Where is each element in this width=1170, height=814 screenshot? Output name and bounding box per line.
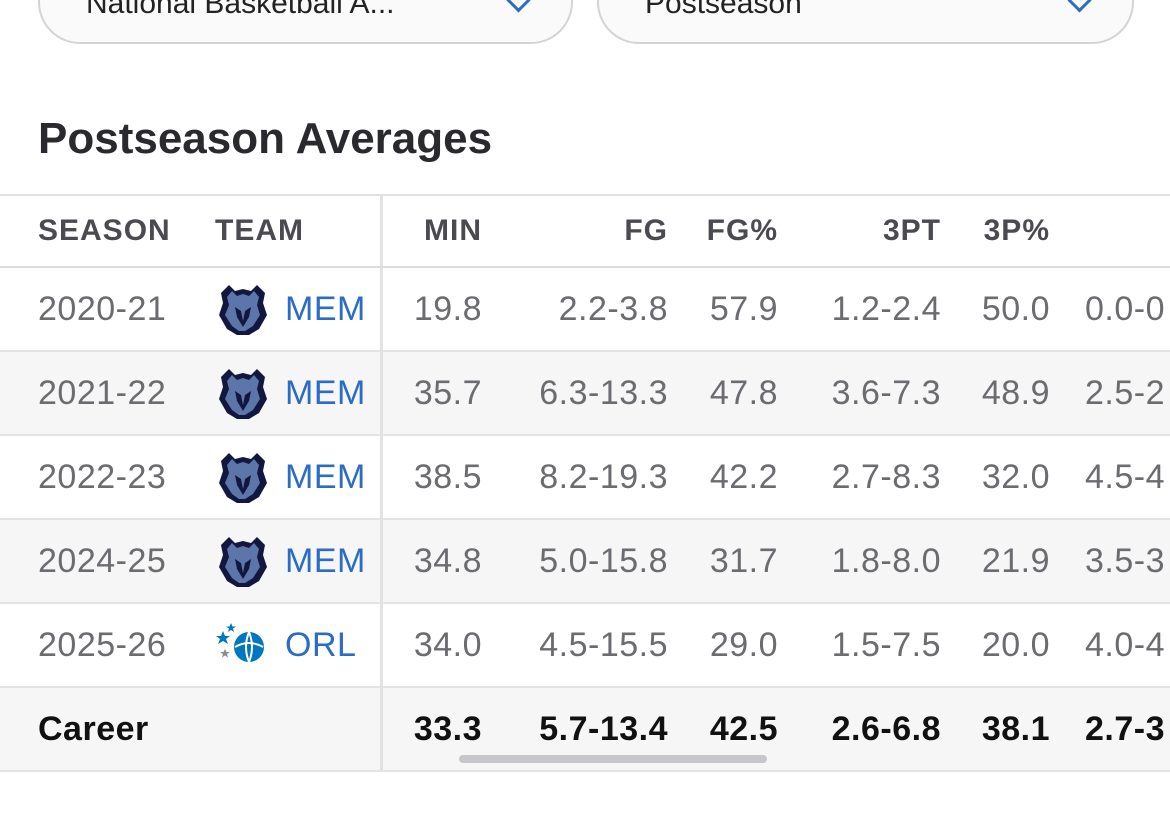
team-link[interactable]: ORL — [285, 625, 357, 664]
grizzlies-logo-icon — [219, 369, 267, 419]
fg-pct-cell: 47.8 — [709, 373, 778, 412]
stats-table: SEASON TEAM MIN FG FG% 3PT 3P% 2020-21 M… — [0, 194, 1170, 772]
career-row: Career 33.3 5.7-13.4 42.5 2.6-6.8 38.1 2… — [0, 688, 1170, 772]
3pt-cell: 3.6-7.3 — [831, 373, 941, 412]
fg-cell: 6.3-13.3 — [539, 373, 668, 412]
team-cell[interactable]: MEM — [215, 520, 366, 602]
career-fg: 5.7-13.4 — [539, 709, 668, 748]
min-cell: 35.7 — [413, 373, 482, 412]
3pt-cell: 1.8-8.0 — [831, 541, 941, 580]
grizzlies-logo-icon — [219, 537, 267, 587]
3p-pct-cell: 21.9 — [981, 541, 1050, 580]
header-3p-pct: 3P% — [983, 214, 1050, 247]
min-cell: 38.5 — [413, 457, 482, 496]
column-divider — [380, 268, 383, 350]
team-cell[interactable]: MEM — [215, 436, 366, 518]
column-divider — [380, 196, 383, 266]
header-min: MIN — [424, 214, 482, 247]
table-row: 2021-22 MEM 35.7 6.3-13.3 47.8 3.6-7.3 4… — [0, 352, 1170, 436]
table-header-row: SEASON TEAM MIN FG FG% 3PT 3P% — [0, 194, 1170, 268]
3p-pct-cell: 20.0 — [981, 625, 1050, 664]
3p-pct-cell: 48.9 — [981, 373, 1050, 412]
fg-cell: 2.2-3.8 — [558, 289, 668, 328]
team-link[interactable]: MEM — [285, 541, 366, 580]
table-row: 2022-23 MEM 38.5 8.2-19.3 42.2 2.7-8.3 3… — [0, 436, 1170, 520]
column-divider — [380, 352, 383, 434]
fg-cell: 4.5-15.5 — [539, 625, 668, 664]
magic-logo-icon — [216, 623, 264, 663]
fg-pct-cell: 42.2 — [709, 457, 778, 496]
season-cell: 2022-23 — [38, 457, 167, 496]
career-fg-pct: 42.5 — [709, 709, 778, 748]
ft-cell: 4.0-4 — [1085, 625, 1165, 664]
chevron-down-icon — [506, 0, 531, 13]
column-divider — [380, 520, 383, 602]
fg-pct-cell: 29.0 — [709, 625, 778, 664]
header-fg: FG — [624, 214, 668, 247]
career-3p-pct: 38.1 — [981, 709, 1050, 748]
season-type-dropdown[interactable]: Postseason — [597, 0, 1134, 44]
season-cell: 2020-21 — [38, 289, 167, 328]
team-cell[interactable]: ORL — [215, 604, 356, 686]
section-title: Postseason Averages — [38, 114, 493, 163]
league-dropdown[interactable]: National Basketball A... — [38, 0, 573, 44]
min-cell: 34.0 — [413, 625, 482, 664]
horizontal-scrollbar[interactable] — [459, 755, 767, 763]
career-label: Career — [38, 709, 149, 748]
3pt-cell: 2.7-8.3 — [831, 457, 941, 496]
grizzlies-logo-icon — [219, 285, 267, 335]
3p-pct-cell: 32.0 — [981, 457, 1050, 496]
season-cell: 2021-22 — [38, 373, 167, 412]
header-team: TEAM — [215, 214, 304, 247]
team-cell[interactable]: MEM — [215, 268, 366, 350]
column-divider — [380, 604, 383, 686]
fg-pct-cell: 57.9 — [709, 289, 778, 328]
ft-cell: 0.0-0 — [1085, 289, 1165, 328]
ft-cell: 3.5-3 — [1085, 541, 1165, 580]
column-divider — [380, 436, 383, 518]
fg-pct-cell: 31.7 — [709, 541, 778, 580]
table-row: 2024-25 MEM 34.8 5.0-15.8 31.7 1.8-8.0 2… — [0, 520, 1170, 604]
header-3pt: 3PT — [882, 214, 941, 247]
header-fg-pct: FG% — [706, 214, 778, 247]
min-cell: 19.8 — [413, 289, 482, 328]
season-cell: 2025-26 — [38, 625, 167, 664]
3pt-cell: 1.2-2.4 — [831, 289, 941, 328]
table-row: 2020-21 MEM 19.8 2.2-3.8 57.9 1.2-2.4 50… — [0, 268, 1170, 352]
fg-cell: 5.0-15.8 — [539, 541, 668, 580]
min-cell: 34.8 — [413, 541, 482, 580]
team-link[interactable]: MEM — [285, 373, 366, 412]
season-type-dropdown-value: Postseason — [645, 0, 802, 20]
team-link[interactable]: MEM — [285, 289, 366, 328]
header-season: SEASON — [38, 214, 171, 247]
column-divider — [380, 688, 383, 770]
team-link[interactable]: MEM — [285, 457, 366, 496]
table-row: 2025-26 ORL 34.0 4.5-15.5 29.0 1.5-7.5 2… — [0, 604, 1170, 688]
fg-cell: 8.2-19.3 — [539, 457, 668, 496]
career-min: 33.3 — [413, 709, 482, 748]
3p-pct-cell: 50.0 — [981, 289, 1050, 328]
league-dropdown-value: National Basketball A... — [86, 0, 395, 20]
ft-cell: 2.5-2 — [1085, 373, 1165, 412]
career-3pt: 2.6-6.8 — [831, 709, 941, 748]
season-cell: 2024-25 — [38, 541, 167, 580]
career-ft: 2.7-3 — [1085, 709, 1165, 748]
chevron-down-icon — [1067, 0, 1092, 13]
team-cell[interactable]: MEM — [215, 352, 366, 434]
ft-cell: 4.5-4 — [1085, 457, 1165, 496]
3pt-cell: 1.5-7.5 — [831, 625, 941, 664]
grizzlies-logo-icon — [219, 453, 267, 503]
